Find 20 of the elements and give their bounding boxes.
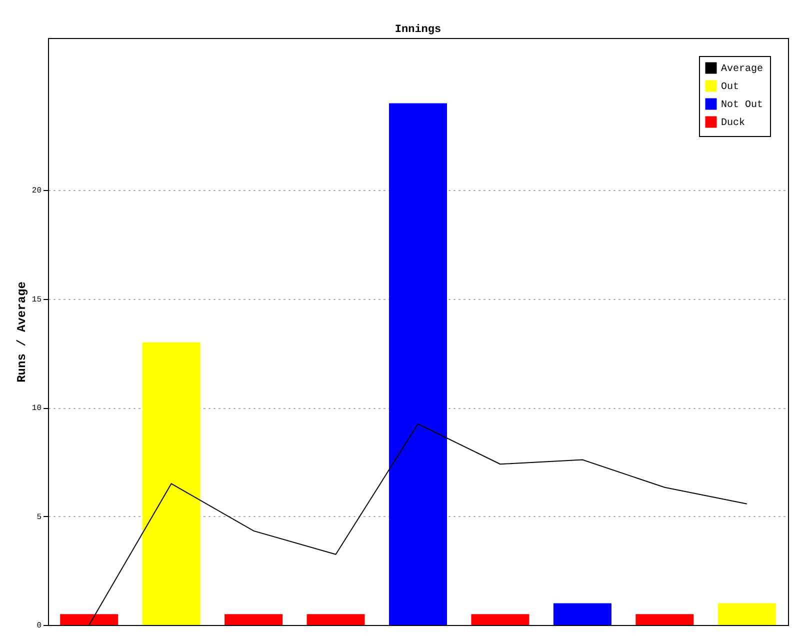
chart-title: Innings (394, 24, 442, 36)
y-tick-label: 20 (32, 186, 42, 196)
bar (636, 614, 694, 625)
bar (142, 342, 200, 625)
y-tick-label: 5 (36, 512, 42, 522)
y-tick-label: 0 (36, 622, 42, 630)
legend-label: Not Out (721, 100, 764, 111)
bar (60, 614, 118, 625)
bar (389, 103, 447, 625)
y-tick-label: 10 (32, 404, 42, 414)
legend-label: Duck (721, 117, 746, 129)
bar (306, 614, 365, 625)
bar (718, 603, 776, 625)
bar (224, 614, 283, 625)
y-tick-label: 15 (32, 295, 42, 304)
bar (471, 614, 530, 625)
bar (553, 603, 612, 625)
legend-label: Out (721, 82, 740, 93)
y-axis-title: Runs / Average (14, 282, 29, 382)
legend-label: Average (721, 64, 764, 75)
